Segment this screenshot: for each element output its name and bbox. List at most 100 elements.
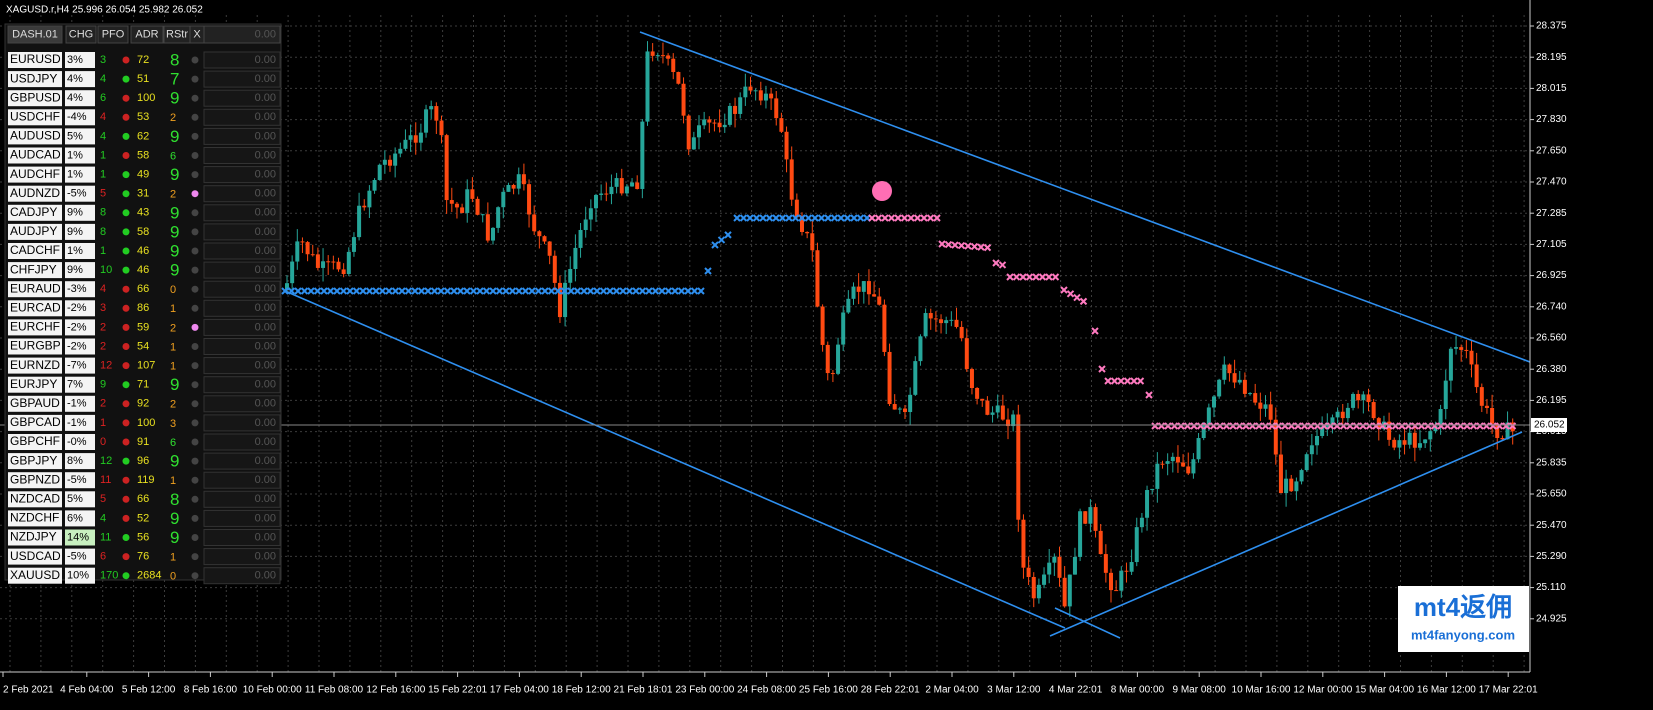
pair[interactable]: EURCAD — [10, 300, 61, 314]
candle — [748, 86, 753, 91]
pair[interactable]: USDJPY — [10, 71, 57, 85]
candle — [408, 135, 413, 140]
candle — [454, 203, 459, 208]
pair[interactable]: EURCHF — [10, 320, 60, 334]
value: 0.00 — [255, 226, 276, 238]
pair[interactable]: CADJPY — [10, 205, 57, 219]
x-marker — [1196, 422, 1205, 430]
pfo: 10 — [100, 264, 112, 276]
x-marker — [495, 287, 504, 295]
candle — [594, 194, 598, 209]
x-marker — [1151, 422, 1159, 430]
x-marker — [1300, 422, 1309, 430]
pair[interactable]: EURNZD — [10, 358, 60, 372]
pair[interactable]: GBPAUD — [10, 396, 60, 410]
chg-cell — [65, 90, 95, 107]
pair[interactable]: EURAUD — [10, 281, 61, 295]
signal-dot — [191, 381, 199, 389]
candle — [532, 214, 537, 232]
candle — [485, 214, 490, 241]
time-label: 24 Feb 08:00 — [737, 685, 796, 696]
chg-cell — [65, 243, 95, 259]
x-marker — [1281, 422, 1289, 430]
pair[interactable]: AUDJPY — [10, 224, 57, 238]
x-marker — [333, 287, 341, 295]
pair[interactable]: EURGBP — [10, 339, 61, 353]
signal-dot — [191, 476, 199, 484]
pair[interactable]: AUDCAD — [10, 148, 61, 162]
window-title: XAGUSD.r,H4 25.996 26.054 25.982 26.052 — [6, 5, 203, 16]
pair[interactable]: AUDUSD — [10, 129, 61, 143]
rstr: 9 — [170, 452, 179, 471]
chg: -2% — [67, 340, 87, 352]
rstr: 8 — [170, 50, 179, 69]
pair[interactable]: GBPCHF — [10, 434, 60, 448]
candle — [763, 93, 768, 101]
adr: 71 — [137, 379, 149, 391]
pair-cell — [8, 395, 62, 412]
x-marker — [1045, 273, 1053, 281]
x-marker — [1385, 422, 1393, 430]
pair[interactable]: AUDNZD — [10, 186, 60, 200]
adr: 52 — [137, 512, 149, 524]
x-marker — [717, 236, 726, 244]
candle — [1464, 349, 1469, 351]
signal-dot — [191, 438, 199, 446]
pair[interactable]: NZDJPY — [10, 530, 57, 544]
x-marker — [1235, 422, 1244, 430]
candle — [743, 86, 748, 98]
pair[interactable]: NZDCHF — [10, 511, 59, 525]
pair[interactable]: XAUUSD — [10, 568, 60, 582]
candle — [635, 182, 640, 189]
candle — [295, 241, 300, 262]
pair[interactable]: CHFJPY — [10, 262, 57, 276]
x-marker — [1456, 422, 1465, 430]
candle — [357, 205, 362, 238]
value-cell — [203, 127, 281, 145]
channel-upper — [639, 31, 1531, 363]
pair[interactable]: USDCAD — [10, 549, 61, 563]
x-marker — [287, 287, 296, 295]
candle — [820, 306, 825, 345]
value-cell — [203, 108, 281, 126]
trend-dot — [122, 132, 130, 140]
pair[interactable]: GBPUSD — [10, 90, 61, 104]
pfo: 4 — [100, 512, 106, 524]
x-marker — [541, 287, 549, 295]
x-marker — [1222, 422, 1231, 430]
candle — [830, 373, 835, 375]
x-marker — [913, 214, 922, 222]
pair-cell — [8, 300, 62, 317]
pair[interactable]: NZDCAD — [10, 491, 60, 505]
x-marker — [489, 287, 497, 295]
value-cell — [203, 280, 281, 298]
pfo: 4 — [100, 130, 106, 142]
chg: 6% — [67, 512, 83, 524]
candle — [552, 255, 557, 283]
x-marker — [1117, 377, 1125, 385]
candle — [527, 184, 532, 215]
header-label[interactable]: X — [193, 28, 201, 40]
chg-cell — [65, 395, 95, 412]
candle — [913, 361, 918, 395]
value-cell — [203, 376, 281, 394]
pair[interactable]: GBPNZD — [10, 472, 60, 486]
x-marker — [711, 241, 719, 249]
pair[interactable]: GBPJPY — [10, 453, 57, 467]
pair[interactable]: GBPCAD — [10, 415, 61, 429]
candle — [969, 369, 974, 389]
chg-cell — [65, 204, 95, 221]
candle — [1196, 438, 1201, 460]
pair[interactable]: AUDCHF — [10, 167, 60, 181]
chg: 9% — [67, 207, 83, 219]
pair[interactable]: EURJPY — [10, 377, 57, 391]
pair[interactable]: USDCHF — [10, 109, 60, 123]
header-cell — [203, 25, 281, 44]
pair[interactable]: CADCHF — [10, 243, 60, 257]
candle — [1469, 350, 1474, 365]
signal-dot[interactable] — [872, 181, 892, 201]
pair[interactable]: EURUSD — [10, 52, 61, 66]
x-marker — [1294, 422, 1302, 430]
chg: 9% — [67, 264, 83, 276]
x-marker — [1489, 422, 1497, 430]
